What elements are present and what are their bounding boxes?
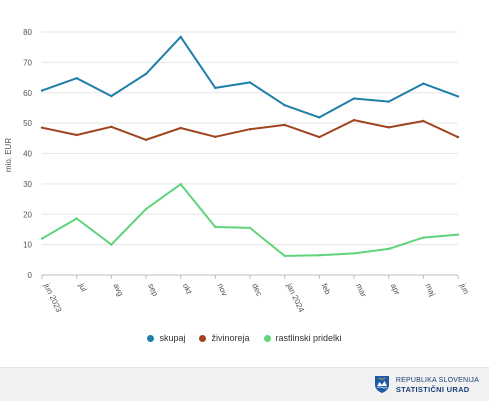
data-point [318, 116, 321, 119]
data-point [456, 95, 460, 98]
data-point [40, 237, 44, 240]
x-tick-label: jul [76, 281, 88, 293]
footer: REPUBLIKA SLOVENIJA STATISTIČNI URAD [0, 367, 489, 401]
legend-label: skupaj [159, 333, 186, 343]
data-point [283, 123, 286, 127]
legend-label: živinoreja [211, 333, 250, 343]
legend-item[interactable]: skupaj [147, 333, 185, 343]
series-line [41, 183, 459, 257]
line-chart: 0 10 20 30 40 50 60 70 80 jun 2023 jul avg sep okt no… [4, 28, 471, 314]
data-point [422, 82, 425, 85]
y-tick-label: 80 [23, 28, 32, 37]
data-point [179, 126, 182, 130]
data-point [387, 247, 390, 251]
y-tick-label: 10 [23, 241, 32, 250]
x-tick-label: mar [354, 282, 368, 299]
x-tick-label: sep [146, 282, 160, 298]
y-tick-label: 0 [28, 271, 33, 280]
data-point [248, 81, 252, 84]
org-name-line1: REPUBLIKA SLOVENIJA [395, 376, 479, 384]
data-point [75, 133, 78, 137]
data-point [214, 86, 217, 90]
data-point [318, 254, 321, 257]
legend-item[interactable]: živinoreja [199, 333, 250, 343]
x-tick-label: jun 2023 [42, 281, 64, 314]
data-point [387, 100, 390, 103]
y-axis-title: mio. EUR [4, 138, 13, 172]
x-axis-ticks: jun 2023 jul avg sep okt nov dec jan 2024 feb mar… [41, 275, 471, 314]
legend-label: rastlinski pridelki [275, 333, 342, 343]
data-point [110, 125, 113, 128]
legend-item[interactable]: rastlinski pridelki [263, 333, 342, 343]
y-tick-label: 70 [23, 58, 32, 67]
x-tick-label: okt [181, 282, 194, 296]
data-point [110, 94, 113, 98]
data-point [179, 35, 182, 39]
legend-marker-icon [147, 334, 155, 342]
x-tick-label: nov [216, 282, 230, 298]
x-tick-label: feb [320, 282, 333, 296]
data-point [75, 76, 78, 80]
data-point [387, 126, 390, 129]
y-tick-label: 60 [23, 89, 32, 98]
data-point [352, 118, 356, 122]
x-tick-label: jun [458, 281, 471, 295]
x-tick-label: jan 2024 [284, 281, 306, 314]
sursi-logo: REPUBLIKA SLOVENIJA STATISTIČNI URAD [374, 375, 479, 394]
data-point [110, 243, 113, 246]
data-point [40, 89, 44, 92]
x-tick-label: apr [389, 282, 402, 297]
data-point [144, 207, 148, 211]
data-point [318, 135, 321, 139]
series-line [41, 35, 459, 119]
coat-of-arms-icon [374, 376, 389, 393]
y-tick-label: 20 [23, 210, 32, 219]
legend: skupaj živinoreja rastlinski pridelki [0, 333, 489, 344]
series-živinoreja [40, 118, 460, 142]
y-axis-ticks: 0 10 20 30 40 50 60 70 80 [23, 28, 32, 280]
series-skupaj [40, 35, 460, 119]
data-point [456, 135, 460, 139]
org-name-line2: STATISTIČNI URAD [395, 384, 470, 394]
series-rastlinski-pridelki [40, 182, 460, 258]
data-point [283, 254, 286, 258]
data-point [75, 217, 78, 220]
data-point [214, 135, 217, 138]
data-point [144, 138, 148, 142]
data-point [214, 225, 217, 229]
x-tick-label: dec [250, 282, 264, 298]
y-tick-label: 30 [23, 180, 32, 189]
y-tick-label: 40 [23, 150, 32, 159]
data-point [248, 226, 252, 230]
x-tick-label: avg [112, 282, 126, 298]
y-tick-label: 50 [23, 119, 32, 128]
data-point [422, 236, 425, 239]
series-lines [40, 35, 460, 258]
data-point [352, 252, 356, 255]
data-point [40, 126, 44, 129]
data-point [179, 182, 182, 186]
data-point [283, 104, 286, 107]
data-point [144, 72, 148, 76]
data-point [456, 233, 460, 236]
legend-marker-icon [263, 334, 271, 342]
legend-marker-icon [199, 334, 207, 342]
x-tick-label: maj [424, 282, 438, 298]
data-point [352, 97, 356, 100]
data-point [248, 128, 252, 131]
data-point [422, 119, 425, 123]
